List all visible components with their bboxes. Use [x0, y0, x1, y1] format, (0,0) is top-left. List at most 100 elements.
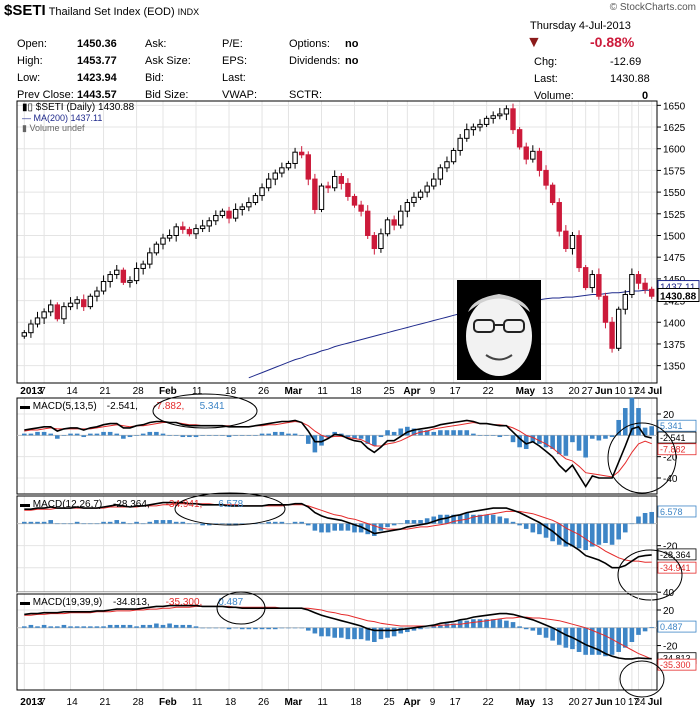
histogram-bar: [550, 435, 555, 449]
histogram-bar: [74, 521, 80, 524]
histogram-bar: [576, 435, 582, 451]
histogram-bar: [589, 435, 595, 439]
histogram-bar: [629, 397, 635, 436]
histogram-bar: [471, 433, 476, 436]
histogram-bar: [88, 523, 93, 525]
quote-label: Bid:: [145, 72, 164, 84]
histogram-bar: [134, 626, 139, 628]
value-tag-label: 5.341: [660, 421, 683, 431]
histogram-bar: [81, 523, 87, 525]
candle-up: [94, 290, 100, 297]
candle-up: [272, 172, 278, 180]
histogram-value: 0.487: [218, 597, 243, 608]
histogram-bar: [411, 428, 417, 436]
candle-up: [160, 237, 166, 245]
price-frame: [16, 100, 658, 384]
histogram-bar: [457, 514, 463, 524]
histogram-bar: [385, 523, 390, 528]
histogram-bar: [490, 619, 496, 628]
x-tick-label-top: Mar: [284, 386, 302, 397]
histogram-bar: [358, 627, 364, 640]
histogram-bar: [173, 521, 179, 524]
down-arrow-icon: ▼: [526, 34, 542, 51]
histogram-bar: [319, 523, 324, 533]
histogram-bar: [431, 626, 437, 628]
histogram-bar: [451, 623, 456, 628]
histogram-bar: [372, 523, 377, 536]
histogram-bar: [358, 435, 364, 439]
histogram-bar: [629, 523, 635, 525]
macd1-frame: [16, 397, 658, 495]
histogram-bar: [246, 435, 252, 436]
histogram-bar: [378, 523, 384, 531]
histogram-bar: [22, 626, 27, 628]
x-tick-label-top: Jun: [595, 386, 613, 397]
macd2-panel: [16, 495, 661, 593]
candle-down: [556, 202, 562, 232]
candle-down: [543, 169, 549, 186]
histogram-bar: [114, 433, 120, 436]
candle-up: [615, 308, 622, 349]
histogram-bar: [649, 511, 654, 524]
annotation-circle: [152, 393, 258, 429]
macd-legend: ▬ MACD(5,13,5): [20, 401, 97, 412]
x-tick-label-top: 17: [450, 386, 462, 397]
x-tick-label-top: 24: [634, 386, 646, 397]
histogram-bar: [332, 523, 337, 531]
histogram-bar: [570, 523, 575, 547]
histogram-bar: [391, 627, 397, 637]
histogram-bar: [543, 435, 549, 448]
histogram-bar: [121, 435, 126, 439]
candle-up: [166, 234, 173, 239]
histogram-bar: [134, 435, 139, 436]
y-tick-label: 20: [663, 410, 675, 421]
watermark: © StockCharts.com: [609, 2, 696, 13]
histogram-bar: [418, 627, 423, 630]
histogram-bar: [490, 514, 496, 524]
histogram-value: 5.341: [200, 401, 225, 412]
quote-label: Low:: [17, 72, 41, 84]
quote-label: EPS:: [222, 55, 248, 67]
x-tick-label-bottom: 11: [317, 697, 328, 708]
candle-down: [516, 129, 523, 148]
x-tick-label-bottom: 13: [542, 697, 554, 708]
candle-up: [483, 117, 490, 125]
candle-up: [444, 161, 450, 169]
histogram-bar: [583, 435, 588, 458]
histogram-bar: [325, 435, 331, 438]
quote-label: Dividends:: [289, 55, 341, 67]
histogram-bar: [497, 619, 503, 628]
candle-up: [265, 178, 272, 189]
candle-up: [378, 233, 384, 250]
candle-up: [114, 269, 120, 276]
value-tag-label: 6.578: [660, 507, 683, 517]
x-tick-label-bottom: 24: [634, 697, 646, 708]
x-tick-label-bottom: 28: [133, 697, 145, 708]
histogram-bar: [530, 435, 536, 443]
histogram-bar: [233, 627, 238, 629]
histogram-bar: [35, 626, 40, 628]
histogram-bar: [431, 431, 437, 436]
histogram-bar: [609, 627, 615, 655]
histogram-bar: [107, 521, 113, 524]
y-tick-label: 1375: [663, 340, 686, 351]
histogram-bar: [279, 431, 285, 436]
histogram-bar: [279, 627, 285, 629]
histogram-bar: [451, 514, 456, 524]
candle-up: [411, 196, 417, 204]
candle-down: [338, 175, 345, 184]
candle-up: [384, 219, 391, 235]
histogram-bar: [332, 627, 337, 638]
histogram-bar: [352, 627, 357, 640]
histogram-bar: [636, 627, 641, 635]
candle-down: [345, 182, 351, 197]
histogram-bar: [147, 624, 153, 628]
pct-change: -0.88%: [590, 34, 635, 50]
histogram-bar: [563, 627, 569, 648]
histogram-bar: [61, 523, 67, 525]
histogram-bar: [477, 619, 483, 628]
histogram-bar: [352, 523, 357, 533]
histogram-bar: [226, 435, 232, 438]
histogram-bar: [642, 512, 648, 524]
histogram-bar: [259, 433, 265, 436]
